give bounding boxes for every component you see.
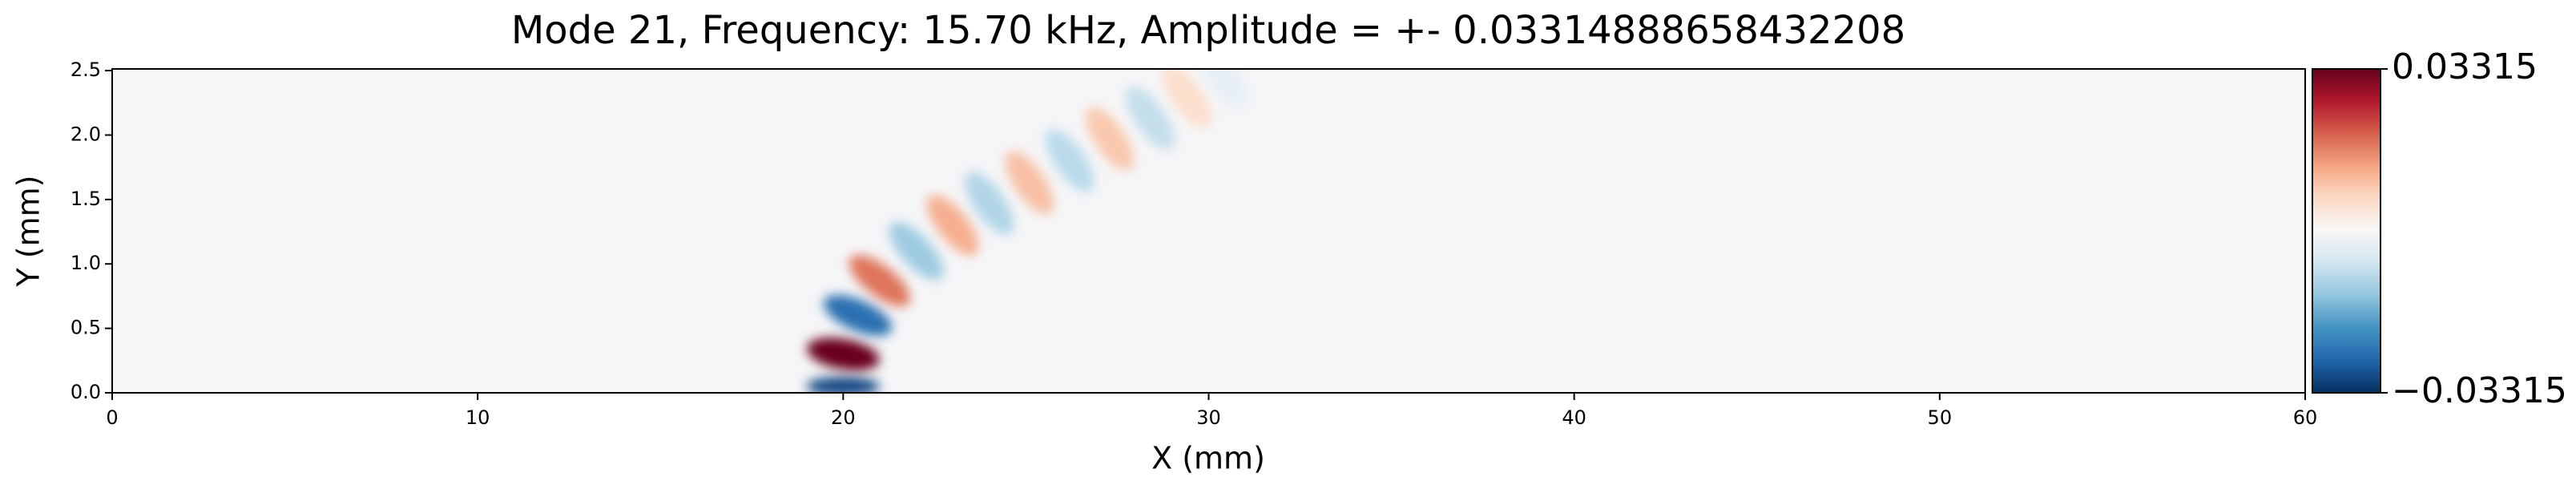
y-tick-label: 1.0 xyxy=(71,252,101,274)
x-tick-label: 40 xyxy=(1562,406,1586,429)
x-tick-label: 0 xyxy=(106,406,118,429)
field-lobe xyxy=(849,255,911,307)
y-axis-label: Y (mm) xyxy=(11,176,46,288)
field-lobe xyxy=(1162,69,1211,128)
y-tick-label: 0.5 xyxy=(71,317,101,339)
field-lobe xyxy=(965,172,1014,235)
y-tick-label: 2.5 xyxy=(71,59,101,81)
y-tick-label: 1.5 xyxy=(71,188,101,210)
field-lobe xyxy=(1125,87,1175,150)
colorbar-tick-label: 0.03315 xyxy=(2392,46,2538,87)
colorbar xyxy=(2312,68,2381,394)
x-tick-label: 20 xyxy=(831,406,856,429)
field-lobe xyxy=(1199,69,1248,109)
y-tick-label: 0.0 xyxy=(71,381,101,403)
field xyxy=(806,69,1248,393)
field-lobe xyxy=(806,337,880,371)
field-lobe xyxy=(806,376,881,393)
field-lobe xyxy=(1045,129,1094,192)
x-tick-label: 10 xyxy=(466,406,490,429)
field-lobe xyxy=(1005,151,1054,215)
x-tick-label: 50 xyxy=(1928,406,1953,429)
y-tick-label: 2.0 xyxy=(71,123,101,145)
field-lobe xyxy=(1086,107,1135,171)
chart-title: Mode 21, Frequency: 15.70 kHz, Amplitude… xyxy=(511,8,1905,53)
x-axis-label: X (mm) xyxy=(1151,441,1265,476)
x-tick-label: 60 xyxy=(2293,406,2318,429)
field-lobe xyxy=(823,295,893,336)
field-lobe xyxy=(889,221,944,281)
field-lobe xyxy=(926,195,979,256)
colorbar-tick-label: −0.03315 xyxy=(2392,370,2567,411)
x-tick-label: 30 xyxy=(1196,406,1221,429)
